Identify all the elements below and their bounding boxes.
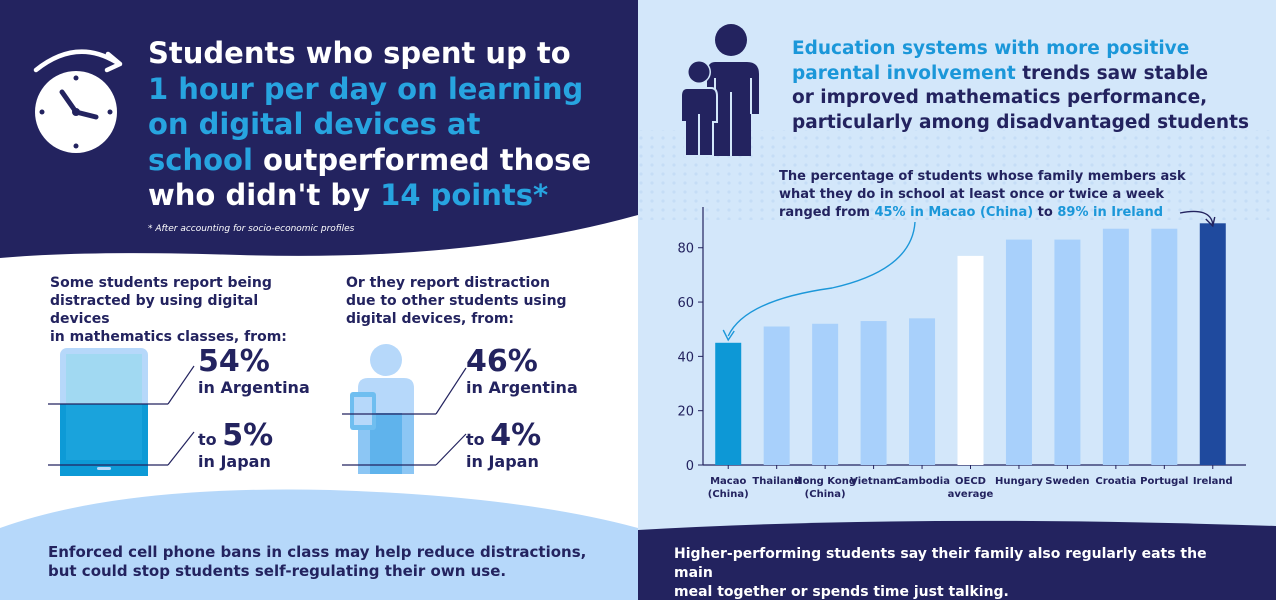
chart-annotation-line-3: ranged from 45% in Macao (China) to 89% …	[779, 204, 1219, 222]
right-title-line-2: parental involvement trends saw stable	[792, 62, 1262, 87]
clock-icon	[33, 49, 123, 153]
stat-device-japan-label: in Japan	[198, 452, 271, 471]
bottom-text-left: Enforced cell phone bans in class may he…	[48, 543, 608, 581]
stat-device-argentina: 54% in Argentina	[198, 346, 310, 398]
chart-annotation-line-2: what they do in school at least once or …	[779, 187, 1165, 202]
stat-device-japan-value: 5%	[222, 418, 274, 453]
stat-others-argentina-value: 46%	[466, 344, 538, 379]
footnote: * After accounting for socio-economic pr…	[148, 224, 355, 234]
bottom-text-right-line-1: Higher-performing students say their fam…	[674, 546, 1207, 581]
caption-device-use-line-1: Some students report being	[50, 275, 272, 291]
headline-line-1: Students who spent up to	[148, 36, 571, 70]
stat-device-argentina-label: in Argentina	[198, 378, 310, 397]
right-title-line-2a: parental involvement	[792, 62, 1016, 84]
tablet-icon	[48, 348, 195, 476]
chart-annotation: The percentage of students whose family …	[779, 168, 1219, 222]
headline: Students who spent up to 1 hour per day …	[148, 36, 618, 214]
stat-others-japan-value: 4%	[490, 418, 542, 453]
headline-line-4b: outperformed those	[252, 142, 592, 177]
headline-line-5: who didn't by 14 points*	[148, 178, 618, 214]
right-title-line-3: or improved mathematics performance,	[792, 87, 1208, 108]
hero-background	[0, 0, 638, 258]
stat-others-japan: to 4% in Japan	[466, 420, 541, 472]
stat-others-japan-label: in Japan	[466, 452, 539, 471]
stat-device-argentina-value: 54%	[198, 344, 270, 379]
stat-device-japan: to 5% in Japan	[198, 420, 273, 472]
bottom-band-right	[638, 520, 1276, 600]
headline-line-4: school outperformed those	[148, 143, 618, 179]
chart-annotation-macao: 45% in Macao (China)	[874, 205, 1034, 220]
family-icon	[680, 24, 759, 157]
headline-line-5b: 14 points*	[380, 178, 549, 212]
bottom-text-left-line-1: Enforced cell phone bans in class may he…	[48, 543, 587, 561]
caption-other-students-line-3: digital devices, from:	[346, 311, 515, 327]
headline-line-3: on digital devices at	[148, 107, 481, 141]
caption-other-students: Or they report distraction due to other …	[346, 274, 606, 328]
caption-other-students-line-2: due to other students using	[346, 293, 567, 309]
stat-device-japan-prefix: to	[198, 430, 223, 449]
chart-annotation-line-1: The percentage of students whose family …	[779, 169, 1186, 184]
bottom-text-right-line-2: meal together or spends time just talkin…	[674, 584, 1009, 600]
chart-annotation-line-3c: to	[1033, 205, 1058, 220]
bottom-text-right: Higher-performing students say their fam…	[674, 545, 1234, 600]
headline-line-4a: school	[148, 142, 253, 177]
student-with-tablet-icon	[342, 344, 467, 474]
left-panel: Students who spent up to 1 hour per day …	[0, 0, 638, 600]
right-title: Education systems with more positive par…	[792, 37, 1262, 135]
bottom-text-left-line-2: but could stop students self-regulating …	[48, 562, 507, 580]
headline-line-5a: who didn't by	[148, 178, 381, 212]
chart-annotation-ireland: 89% in Ireland	[1057, 205, 1164, 220]
caption-device-use-line-2: distracted by using digital devices	[50, 293, 259, 327]
caption-device-use: Some students report being distracted by…	[50, 274, 320, 346]
right-title-line-1: Education systems with more positive	[792, 38, 1190, 59]
right-title-line-4: particularly among disadvantaged student…	[792, 111, 1249, 133]
right-title-line-2b: trends saw stable	[1015, 62, 1209, 84]
stat-others-japan-prefix: to	[466, 430, 491, 449]
caption-device-use-line-3: in mathematics classes, from:	[50, 329, 287, 345]
chart-annotation-line-3a: ranged from	[779, 205, 875, 220]
bottom-band-left	[0, 489, 638, 600]
stat-others-argentina: 46% in Argentina	[466, 346, 578, 398]
caption-other-students-line-1: Or they report distraction	[346, 275, 550, 291]
headline-line-2: 1 hour per day on learning	[148, 71, 584, 106]
stat-others-argentina-label: in Argentina	[466, 378, 578, 397]
